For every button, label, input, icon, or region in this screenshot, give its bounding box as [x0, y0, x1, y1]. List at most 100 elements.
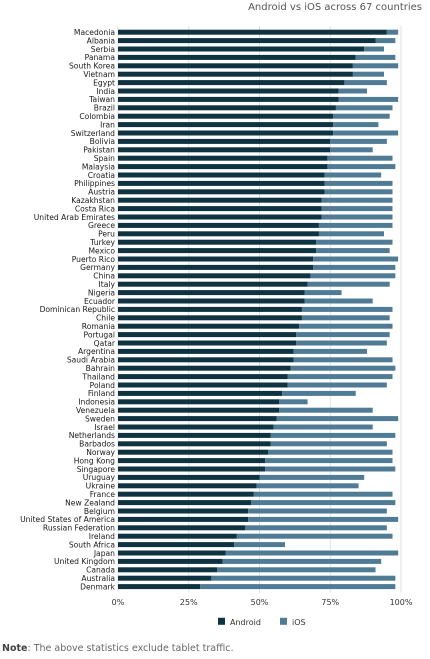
bar-ios: [301, 315, 390, 321]
bar-ios: [324, 172, 382, 178]
category-label: Hong Kong: [74, 456, 115, 465]
bar-android: [118, 542, 235, 548]
x-tick-label: 100%: [390, 598, 413, 607]
category-label: Puerto Rico: [72, 255, 116, 264]
bar-android: [118, 231, 319, 237]
category-label: Romania: [82, 322, 115, 331]
bar-android: [118, 399, 280, 405]
bar-ios: [313, 256, 399, 262]
bar-android: [118, 189, 325, 195]
category-label: Canada: [86, 566, 115, 575]
bar-android: [118, 197, 322, 203]
category-label: Norway: [86, 448, 115, 457]
category-label: Ireland: [89, 532, 115, 541]
bar-android: [118, 323, 300, 329]
category-label: Taiwan: [88, 95, 115, 104]
bar-ios: [251, 500, 396, 506]
category-label: Poland: [90, 381, 116, 390]
category-label: South Africa: [69, 540, 115, 549]
bar-android: [118, 390, 283, 396]
bar-android: [118, 298, 305, 304]
x-tick-label: 25%: [180, 598, 198, 607]
bar-android: [118, 516, 249, 522]
category-label: Germany: [80, 263, 115, 272]
bar-ios: [333, 122, 379, 128]
legend-label: iOS: [292, 618, 306, 627]
category-label: Ukraine: [86, 482, 116, 491]
bar-ios: [282, 390, 356, 396]
category-label: Venezuela: [76, 406, 115, 415]
legend-swatch: [280, 617, 287, 625]
bar-android: [118, 290, 305, 296]
bar-ios: [318, 222, 393, 228]
category-label: Australia: [81, 574, 115, 583]
bar-ios: [301, 306, 393, 312]
x-tick-label: 0%: [112, 598, 125, 607]
bar-ios: [316, 248, 390, 254]
bar-ios: [304, 290, 342, 296]
bar-ios: [217, 567, 376, 573]
bar-android: [118, 88, 339, 94]
bar-ios: [287, 374, 393, 380]
bar-android: [118, 508, 249, 514]
bar-android: [118, 449, 268, 455]
bar-ios: [310, 273, 396, 279]
bar-android: [118, 206, 322, 212]
bar-android: [118, 491, 254, 497]
bar-ios: [287, 382, 387, 388]
bar-android: [118, 525, 246, 531]
bar-ios: [279, 399, 308, 405]
bar-android: [118, 29, 387, 35]
bar-android: [118, 407, 280, 413]
category-label: Philippines: [74, 179, 115, 188]
bar-android: [118, 365, 291, 371]
bar-ios: [253, 491, 393, 497]
bar-ios: [316, 239, 393, 245]
category-label: Singapore: [77, 465, 116, 474]
bar-android: [118, 38, 376, 44]
bar-android: [118, 248, 317, 254]
x-tick-labels: 0% 25% 50% 75% 100%: [112, 598, 413, 607]
bar-android: [118, 458, 266, 464]
category-label: Austria: [88, 188, 115, 197]
category-label: South Korea: [69, 62, 115, 71]
bar-ios: [313, 264, 396, 270]
category-label: Spain: [94, 154, 115, 163]
bar-ios: [259, 474, 365, 480]
category-label: Vietnam: [83, 70, 115, 79]
category-label: Finland: [88, 389, 115, 398]
category-label: Ecuador: [84, 297, 116, 306]
bar-android: [118, 273, 311, 279]
bar-android: [118, 567, 218, 573]
bar-ios: [386, 29, 399, 35]
category-label: Dominican Republic: [40, 305, 115, 314]
bar-ios: [299, 323, 393, 329]
bar-ios: [245, 525, 387, 531]
bar-ios: [248, 516, 399, 522]
bar-ios: [279, 407, 373, 413]
category-label: Italy: [99, 280, 116, 289]
bar-android: [118, 315, 302, 321]
bar-ios: [234, 542, 285, 548]
bar-android: [118, 113, 334, 119]
bar-ios: [270, 441, 387, 447]
category-label: Argentina: [78, 347, 115, 356]
bar-android: [118, 172, 325, 178]
bar-android: [118, 441, 271, 447]
bar-android: [118, 96, 339, 102]
bar-android: [118, 256, 314, 262]
category-label: Sweden: [85, 414, 115, 423]
bar-android: [118, 340, 297, 346]
category-label: Kazakhstan: [71, 196, 115, 205]
bar-ios: [324, 189, 393, 195]
category-label: Macedonia: [74, 28, 115, 37]
bar-android: [118, 474, 260, 480]
bar-ios: [225, 550, 399, 556]
bar-ios: [338, 88, 368, 94]
chart-subtitle: Android vs iOS across 67 countries: [248, 2, 422, 13]
legend-swatch: [218, 617, 225, 625]
bar-android: [118, 138, 331, 144]
bar-ios: [256, 483, 359, 489]
category-label: Nigeria: [88, 288, 115, 297]
bar-android: [118, 382, 288, 388]
